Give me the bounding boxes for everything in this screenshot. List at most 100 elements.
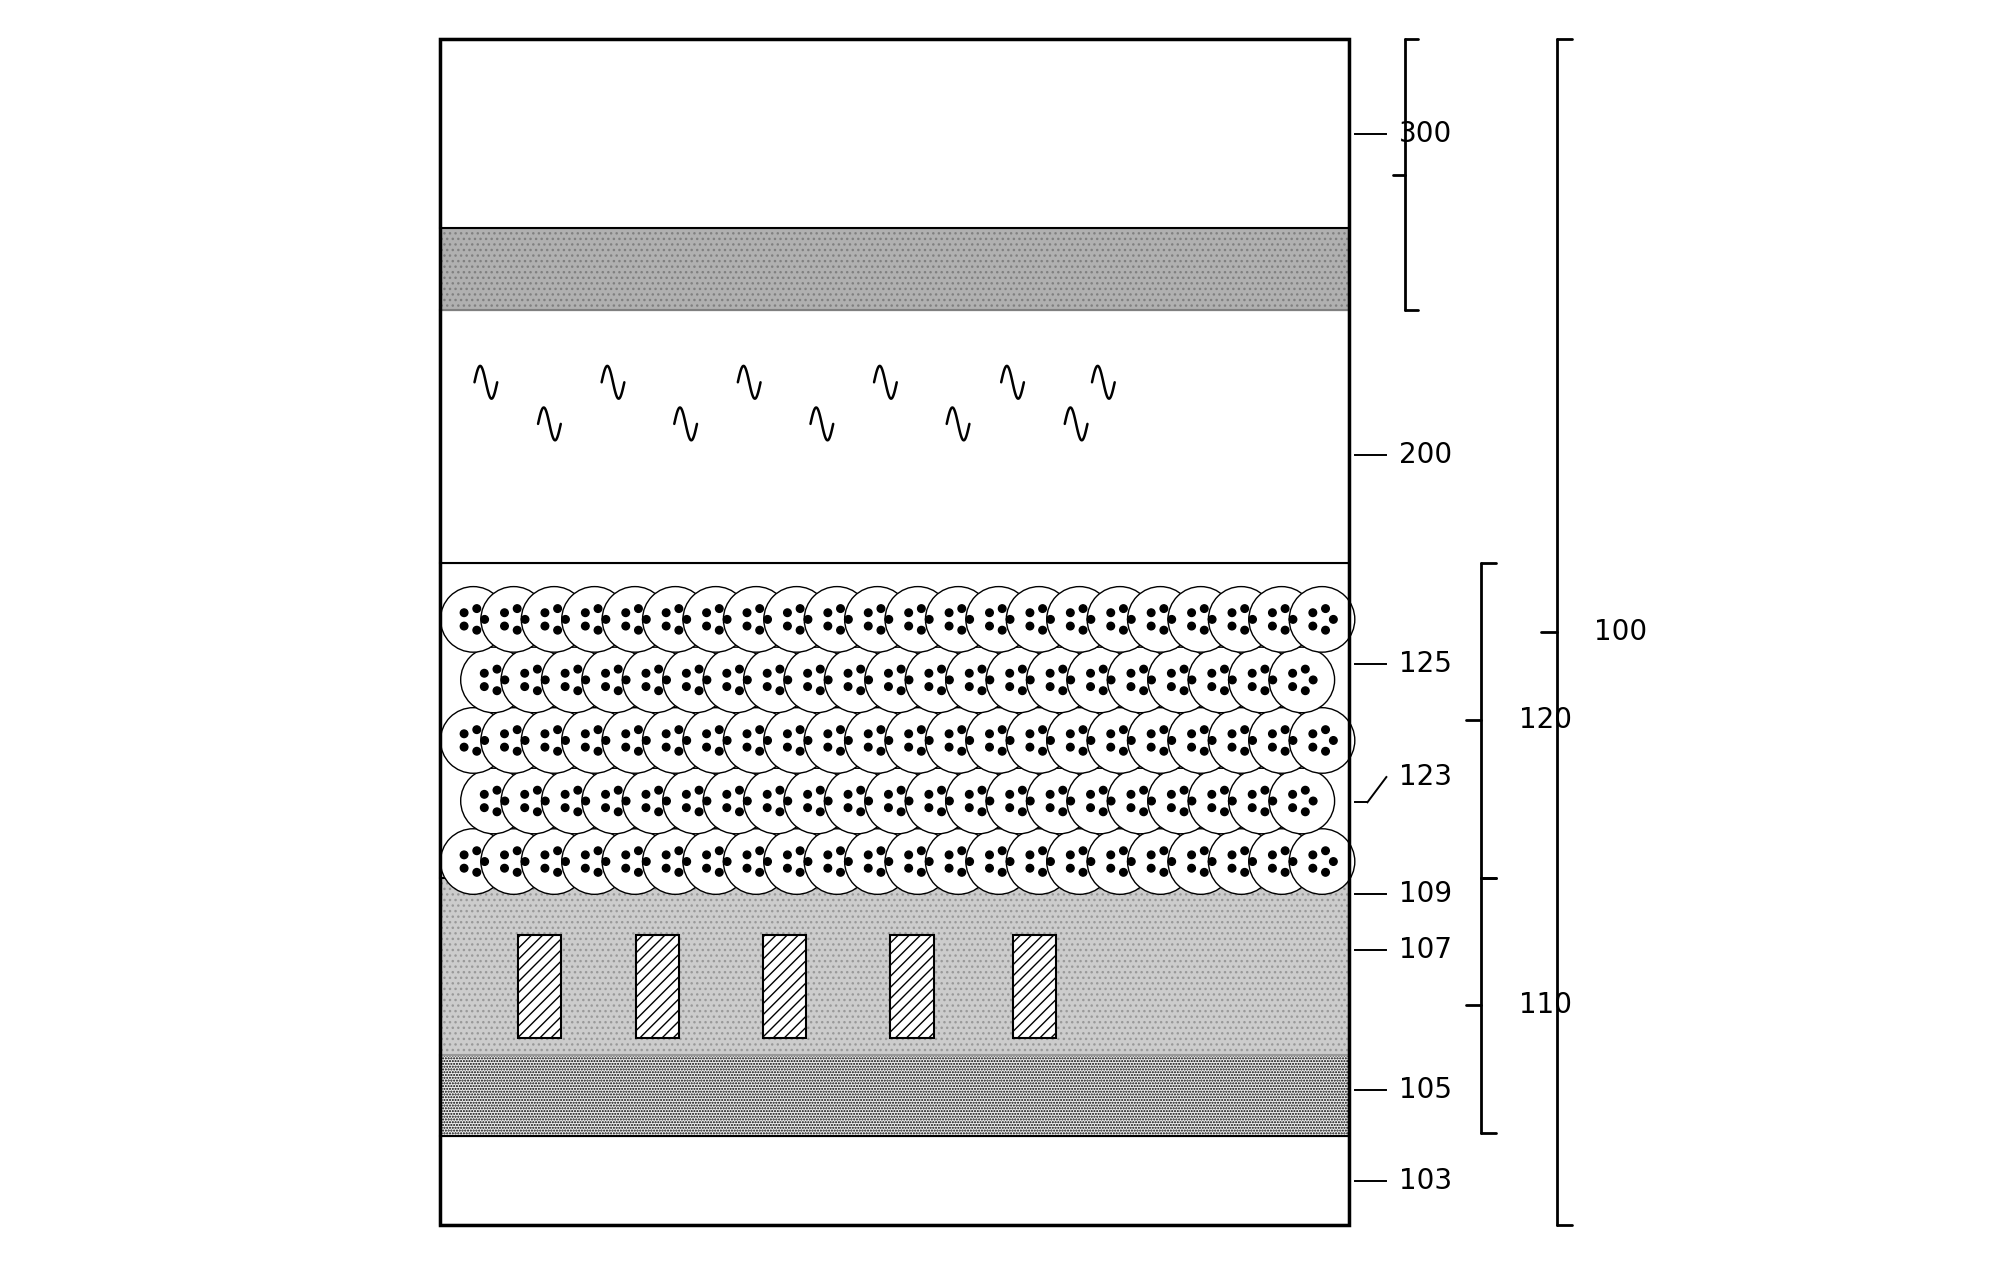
Circle shape: [1159, 627, 1167, 635]
Circle shape: [683, 858, 691, 866]
Circle shape: [603, 708, 667, 774]
Circle shape: [724, 670, 730, 678]
Circle shape: [1228, 769, 1294, 834]
Circle shape: [1187, 865, 1195, 872]
Circle shape: [474, 726, 480, 733]
Circle shape: [683, 616, 691, 623]
Circle shape: [1107, 622, 1115, 629]
Circle shape: [562, 586, 627, 652]
Circle shape: [460, 609, 468, 617]
Circle shape: [623, 676, 629, 684]
Circle shape: [885, 858, 893, 866]
Circle shape: [736, 808, 744, 815]
Circle shape: [1200, 604, 1208, 612]
Circle shape: [946, 851, 954, 858]
Circle shape: [675, 747, 683, 755]
Circle shape: [885, 586, 952, 652]
Circle shape: [522, 616, 528, 623]
Bar: [439, 39, 1349, 229]
Circle shape: [1208, 616, 1216, 623]
Circle shape: [978, 808, 986, 815]
Circle shape: [1268, 622, 1276, 629]
Circle shape: [905, 647, 972, 713]
Circle shape: [474, 627, 480, 635]
Circle shape: [1331, 616, 1337, 623]
Bar: [439, 878, 1349, 1054]
Circle shape: [1087, 804, 1095, 811]
Circle shape: [1066, 865, 1075, 872]
Circle shape: [683, 708, 748, 774]
Circle shape: [1099, 686, 1107, 694]
Circle shape: [675, 604, 683, 612]
Circle shape: [1228, 647, 1294, 713]
Circle shape: [581, 622, 589, 629]
Circle shape: [1046, 586, 1113, 652]
Circle shape: [1228, 622, 1236, 629]
Circle shape: [744, 769, 808, 834]
Circle shape: [917, 847, 925, 854]
Circle shape: [776, 686, 784, 694]
Circle shape: [998, 747, 1006, 755]
Circle shape: [925, 858, 933, 866]
Circle shape: [784, 865, 790, 872]
Circle shape: [1268, 865, 1276, 872]
Circle shape: [764, 858, 772, 866]
Circle shape: [462, 647, 526, 713]
Circle shape: [966, 737, 974, 744]
Circle shape: [1006, 858, 1014, 866]
Circle shape: [716, 627, 724, 635]
Circle shape: [1262, 786, 1268, 794]
Circle shape: [1248, 683, 1256, 690]
Circle shape: [905, 798, 913, 805]
Circle shape: [724, 708, 788, 774]
Circle shape: [601, 683, 609, 690]
Circle shape: [986, 622, 994, 629]
Circle shape: [825, 609, 833, 617]
Circle shape: [816, 808, 825, 815]
Circle shape: [966, 790, 974, 798]
Circle shape: [958, 868, 966, 876]
Circle shape: [1119, 604, 1127, 612]
Circle shape: [1107, 851, 1115, 858]
Circle shape: [1006, 829, 1073, 895]
Circle shape: [623, 609, 629, 617]
Circle shape: [1038, 627, 1046, 635]
Circle shape: [885, 790, 893, 798]
Circle shape: [804, 858, 812, 866]
Circle shape: [655, 786, 663, 794]
Circle shape: [514, 868, 520, 876]
Circle shape: [796, 604, 804, 612]
Circle shape: [663, 647, 728, 713]
Circle shape: [764, 708, 829, 774]
Bar: [439, 229, 1349, 311]
Circle shape: [540, 865, 548, 872]
Circle shape: [1288, 586, 1355, 652]
Circle shape: [1127, 616, 1135, 623]
Circle shape: [1322, 627, 1329, 635]
Circle shape: [744, 647, 808, 713]
Circle shape: [1268, 798, 1276, 805]
Circle shape: [1282, 726, 1288, 733]
Circle shape: [857, 665, 865, 672]
Circle shape: [1288, 670, 1296, 678]
Circle shape: [540, 609, 548, 617]
Circle shape: [946, 676, 954, 684]
Circle shape: [946, 743, 954, 751]
Circle shape: [825, 851, 833, 858]
Circle shape: [675, 627, 683, 635]
Circle shape: [1046, 737, 1054, 744]
Circle shape: [1302, 786, 1308, 794]
Circle shape: [1147, 622, 1155, 629]
Circle shape: [1099, 808, 1107, 815]
Circle shape: [1308, 676, 1316, 684]
Circle shape: [857, 808, 865, 815]
Circle shape: [825, 769, 889, 834]
Circle shape: [925, 790, 933, 798]
Circle shape: [845, 616, 853, 623]
Circle shape: [595, 726, 603, 733]
Circle shape: [736, 786, 744, 794]
Circle shape: [514, 847, 520, 854]
Circle shape: [623, 769, 687, 834]
Circle shape: [1147, 769, 1214, 834]
Circle shape: [1282, 868, 1288, 876]
